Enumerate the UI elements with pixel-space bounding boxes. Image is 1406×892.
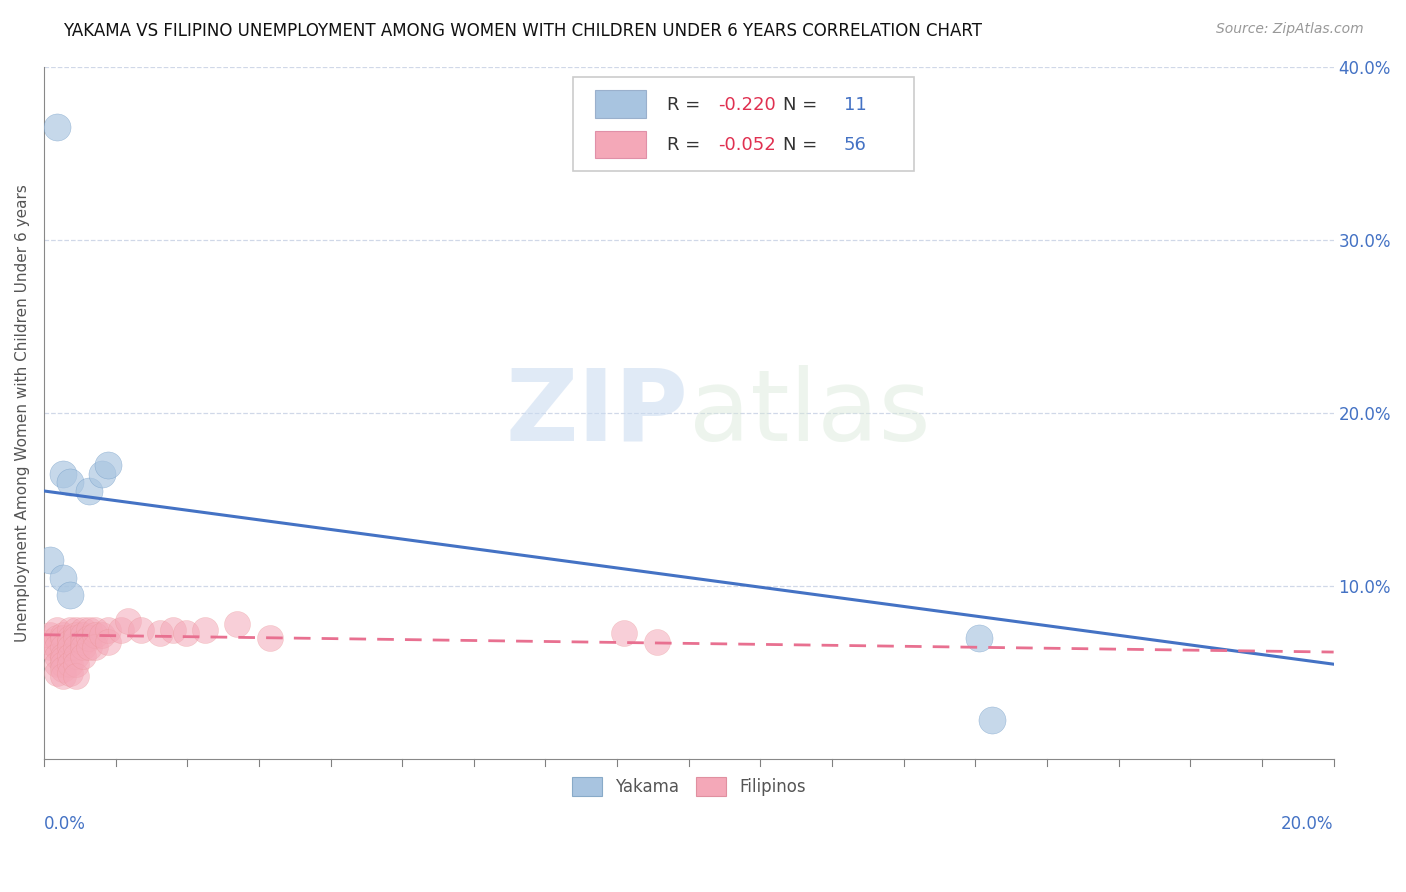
Point bbox=[52, 657, 75, 672]
FancyBboxPatch shape bbox=[595, 90, 647, 118]
Point bbox=[59, 588, 82, 602]
Point bbox=[72, 628, 94, 642]
Point bbox=[65, 628, 87, 642]
Point bbox=[59, 623, 82, 637]
Text: -0.052: -0.052 bbox=[718, 136, 776, 154]
FancyBboxPatch shape bbox=[595, 131, 647, 159]
Point bbox=[65, 648, 87, 663]
Point bbox=[117, 614, 139, 628]
Point bbox=[45, 648, 67, 663]
Text: 0.0%: 0.0% bbox=[44, 815, 86, 833]
Point bbox=[52, 669, 75, 683]
Point bbox=[52, 648, 75, 663]
Point bbox=[52, 662, 75, 676]
Text: atlas: atlas bbox=[689, 365, 931, 461]
Text: -0.220: -0.220 bbox=[718, 95, 776, 113]
Point bbox=[59, 634, 82, 648]
Text: R =: R = bbox=[666, 95, 700, 113]
Text: 56: 56 bbox=[844, 136, 866, 154]
Point bbox=[194, 623, 217, 637]
Point bbox=[967, 631, 990, 645]
Point bbox=[84, 628, 107, 642]
Point bbox=[77, 483, 100, 498]
Point bbox=[45, 657, 67, 672]
Point bbox=[45, 640, 67, 654]
Point bbox=[45, 120, 67, 135]
Point bbox=[59, 640, 82, 654]
Point bbox=[174, 626, 197, 640]
Point bbox=[39, 634, 62, 648]
Point bbox=[59, 631, 82, 645]
Point bbox=[129, 623, 152, 637]
Point bbox=[149, 626, 172, 640]
Point bbox=[72, 634, 94, 648]
Point bbox=[65, 669, 87, 683]
Text: YAKAMA VS FILIPINO UNEMPLOYMENT AMONG WOMEN WITH CHILDREN UNDER 6 YEARS CORRELAT: YAKAMA VS FILIPINO UNEMPLOYMENT AMONG WO… bbox=[63, 22, 983, 40]
Text: 20.0%: 20.0% bbox=[1281, 815, 1334, 833]
Text: R =: R = bbox=[666, 136, 700, 154]
Point bbox=[90, 467, 112, 481]
FancyBboxPatch shape bbox=[572, 77, 914, 170]
Point bbox=[52, 571, 75, 585]
Point bbox=[110, 623, 132, 637]
Point bbox=[52, 652, 75, 666]
Point bbox=[84, 623, 107, 637]
Text: N =: N = bbox=[783, 95, 817, 113]
Point bbox=[162, 623, 184, 637]
Point bbox=[77, 623, 100, 637]
Point bbox=[97, 623, 120, 637]
Point bbox=[97, 634, 120, 648]
Point bbox=[65, 631, 87, 645]
Point bbox=[52, 467, 75, 481]
Point bbox=[65, 623, 87, 637]
Point bbox=[77, 640, 100, 654]
Point bbox=[259, 631, 281, 645]
Point bbox=[39, 628, 62, 642]
Y-axis label: Unemployment Among Women with Children Under 6 years: Unemployment Among Women with Children U… bbox=[15, 184, 30, 642]
Point bbox=[77, 631, 100, 645]
Point bbox=[90, 628, 112, 642]
Point bbox=[72, 648, 94, 663]
Point bbox=[980, 713, 1002, 727]
Point bbox=[59, 657, 82, 672]
Text: ZIP: ZIP bbox=[506, 365, 689, 461]
Point bbox=[84, 640, 107, 654]
Point bbox=[45, 665, 67, 680]
Point bbox=[45, 631, 67, 645]
Text: Source: ZipAtlas.com: Source: ZipAtlas.com bbox=[1216, 22, 1364, 37]
Point bbox=[45, 623, 67, 637]
Point bbox=[72, 640, 94, 654]
Point bbox=[59, 665, 82, 680]
Point bbox=[52, 631, 75, 645]
Point bbox=[613, 626, 636, 640]
Point bbox=[97, 458, 120, 472]
Legend: Yakama, Filipinos: Yakama, Filipinos bbox=[565, 771, 813, 803]
Point bbox=[65, 640, 87, 654]
Point bbox=[645, 634, 668, 648]
Point bbox=[59, 475, 82, 490]
Point bbox=[52, 628, 75, 642]
Text: 11: 11 bbox=[844, 95, 866, 113]
Point bbox=[65, 657, 87, 672]
Point bbox=[226, 617, 249, 632]
Point bbox=[39, 640, 62, 654]
Point bbox=[59, 648, 82, 663]
Text: N =: N = bbox=[783, 136, 817, 154]
Point bbox=[52, 640, 75, 654]
Point bbox=[72, 623, 94, 637]
Point bbox=[39, 553, 62, 567]
